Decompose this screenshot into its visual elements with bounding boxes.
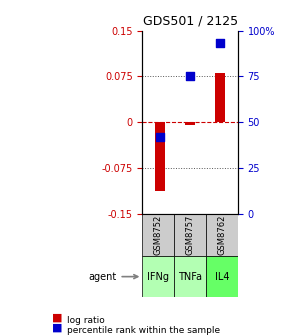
Text: TNFa: TNFa bbox=[178, 271, 202, 282]
Point bbox=[218, 41, 222, 46]
Text: IFNg: IFNg bbox=[147, 271, 169, 282]
FancyBboxPatch shape bbox=[174, 214, 206, 256]
FancyBboxPatch shape bbox=[206, 214, 238, 256]
Point bbox=[188, 74, 192, 79]
FancyBboxPatch shape bbox=[174, 256, 206, 297]
Text: percentile rank within the sample: percentile rank within the sample bbox=[67, 327, 220, 335]
Text: IL4: IL4 bbox=[215, 271, 229, 282]
FancyBboxPatch shape bbox=[142, 214, 174, 256]
FancyBboxPatch shape bbox=[142, 256, 174, 297]
Text: agent: agent bbox=[88, 271, 138, 282]
Text: GSM8757: GSM8757 bbox=[186, 215, 195, 255]
Point bbox=[158, 134, 163, 140]
Bar bbox=[155, 122, 166, 192]
Bar bbox=[185, 122, 195, 125]
Text: GSM8752: GSM8752 bbox=[154, 215, 163, 255]
Text: ■: ■ bbox=[52, 323, 63, 333]
Title: GDS501 / 2125: GDS501 / 2125 bbox=[142, 15, 238, 28]
FancyBboxPatch shape bbox=[206, 256, 238, 297]
Text: ■: ■ bbox=[52, 313, 63, 323]
Text: GSM8762: GSM8762 bbox=[218, 215, 226, 255]
Text: log ratio: log ratio bbox=[67, 317, 104, 325]
Bar bbox=[215, 73, 225, 122]
